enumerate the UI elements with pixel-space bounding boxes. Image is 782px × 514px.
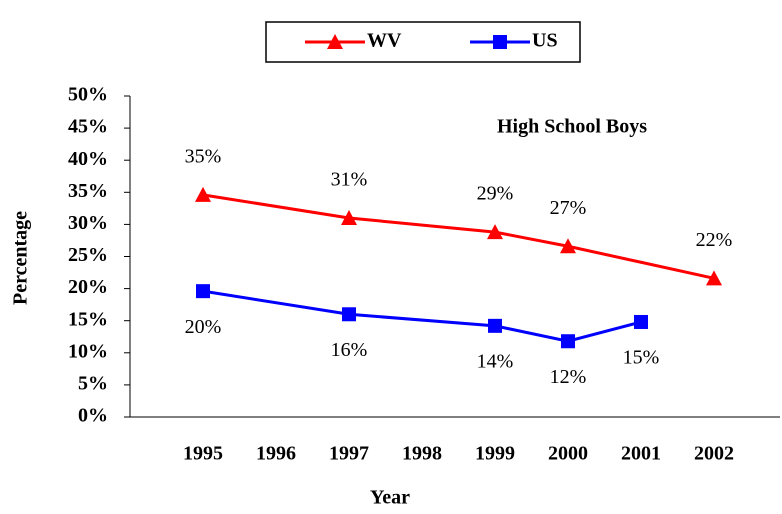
y-tick-label: 10% <box>68 340 108 362</box>
legend-label: WV <box>367 30 402 52</box>
data-label: 14% <box>477 350 514 372</box>
data-label: 22% <box>696 229 733 251</box>
y-tick-label: 35% <box>68 180 108 202</box>
data-label: 27% <box>550 197 587 219</box>
marker <box>561 334 575 349</box>
data-label: 20% <box>185 316 222 338</box>
y-tick-label: 25% <box>68 244 108 266</box>
series-line <box>202 289 642 343</box>
marker <box>195 186 211 202</box>
marker <box>342 307 356 322</box>
x-tick-label: 2001 <box>621 443 661 465</box>
x-tick-label: 1995 <box>183 443 223 465</box>
x-tick-label: 1998 <box>402 443 442 465</box>
data-label: 16% <box>331 339 368 361</box>
data-label: 15% <box>623 347 660 369</box>
y-tick-label: 5% <box>78 372 108 394</box>
marker <box>488 318 502 333</box>
y-tick-label: 30% <box>68 212 108 234</box>
series-line <box>202 193 715 280</box>
marker <box>487 224 503 240</box>
legend-marker <box>327 34 343 49</box>
data-label: 29% <box>477 183 514 205</box>
x-tick-label: 2000 <box>548 443 588 465</box>
x-tick-label: 2002 <box>694 443 734 465</box>
y-tick-label: 15% <box>68 308 108 330</box>
marker <box>706 270 722 286</box>
x-tick-label: 1996 <box>256 443 296 465</box>
y-tick-label: 40% <box>68 148 108 170</box>
x-tick-label: 1997 <box>329 443 369 465</box>
annotation: High School Boys <box>497 116 647 138</box>
y-tick-label: 45% <box>68 116 108 138</box>
y-tick-label: 50% <box>68 84 108 106</box>
data-label: 12% <box>550 366 587 388</box>
marker <box>634 314 648 329</box>
x-axis-label: Year <box>370 487 410 509</box>
y-axis-label: Percentage <box>10 211 32 305</box>
marker <box>560 238 576 254</box>
x-tick-label: 1999 <box>475 443 515 465</box>
legend-label: US <box>532 30 558 52</box>
marker <box>341 209 357 225</box>
y-tick-label: 20% <box>68 276 108 298</box>
marker <box>196 284 210 299</box>
data-label: 35% <box>185 145 222 167</box>
y-tick-label: 0% <box>78 405 108 427</box>
legend-marker <box>493 35 507 49</box>
data-label: 31% <box>331 169 368 191</box>
